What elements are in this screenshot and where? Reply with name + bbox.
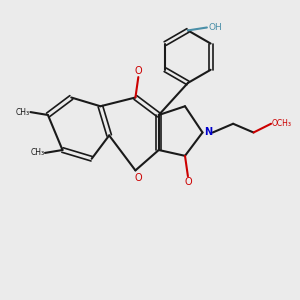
Text: O: O xyxy=(134,173,142,183)
Text: O: O xyxy=(134,66,142,76)
Text: O: O xyxy=(184,177,192,187)
Text: CH₃: CH₃ xyxy=(16,108,30,117)
Text: N: N xyxy=(204,128,212,137)
Text: OCH₃: OCH₃ xyxy=(271,119,291,128)
Text: OH: OH xyxy=(209,23,223,32)
Text: CH₃: CH₃ xyxy=(31,148,45,158)
